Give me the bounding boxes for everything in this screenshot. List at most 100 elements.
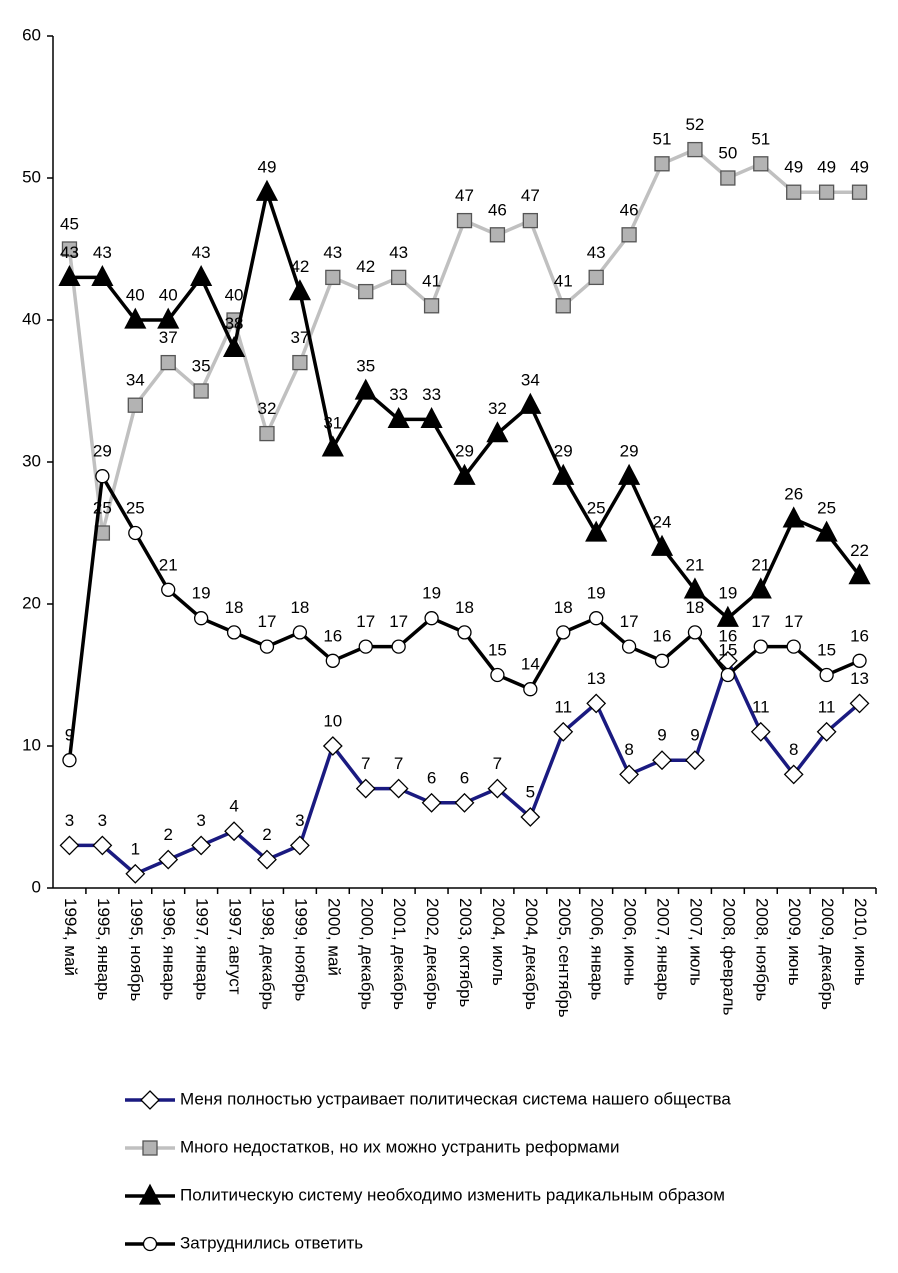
point [621, 227, 637, 243]
point [358, 283, 374, 300]
point [420, 407, 443, 429]
x-tick-label: 2008, февраль [719, 898, 738, 1016]
point [750, 721, 771, 742]
data-label: 19 [422, 584, 441, 603]
point [325, 269, 341, 286]
point [424, 611, 439, 626]
y-tick-label: 0 [32, 877, 41, 896]
point [487, 778, 508, 799]
data-label: 43 [323, 243, 342, 262]
point [490, 667, 505, 683]
data-label: 32 [488, 399, 507, 418]
legend-label: Много недостатков, но их можно устранить… [180, 1137, 619, 1156]
series-line [69, 185, 861, 621]
data-label: 51 [751, 129, 770, 148]
data-label: 47 [455, 186, 474, 205]
data-label: 15 [718, 640, 737, 659]
point [586, 693, 607, 714]
point [322, 736, 343, 756]
point [124, 307, 147, 329]
data-label: 41 [554, 271, 573, 290]
point [157, 307, 180, 329]
point [687, 625, 703, 640]
data-label: 34 [521, 371, 540, 390]
point [552, 463, 575, 485]
point [224, 821, 244, 842]
point [849, 693, 870, 714]
legend-label: Политическую систему необходимо изменить… [180, 1185, 725, 1204]
data-label: 18 [685, 598, 704, 617]
x-tick-label: 1996, январь [160, 898, 179, 1001]
point [720, 667, 736, 683]
point [851, 184, 868, 200]
data-label: 11 [554, 697, 572, 716]
point [588, 269, 604, 286]
point [193, 611, 209, 626]
legend-marker [142, 1140, 158, 1156]
data-label: 37 [159, 328, 178, 347]
point [654, 653, 670, 668]
point [453, 463, 476, 485]
data-label: 49 [784, 158, 803, 177]
data-label: 18 [225, 598, 244, 617]
point [222, 336, 246, 358]
data-label: 14 [521, 655, 540, 674]
data-label: 29 [554, 442, 573, 461]
data-label: 51 [653, 129, 672, 148]
data-label: 43 [587, 243, 606, 262]
point [457, 625, 472, 640]
data-label: 7 [394, 754, 403, 773]
point [619, 764, 640, 785]
x-tick-label: 2006, июнь [621, 898, 640, 986]
data-label: 24 [653, 513, 672, 532]
data-label: 17 [356, 612, 375, 631]
point [716, 605, 739, 627]
x-tick-label: 2009, декабрь [818, 898, 837, 1010]
data-label: 2 [163, 825, 172, 844]
point [259, 639, 275, 654]
data-label: 40 [126, 285, 145, 304]
point [720, 170, 736, 186]
data-label: 22 [850, 541, 869, 560]
data-label: 43 [93, 243, 112, 262]
point [62, 753, 77, 768]
data-label: 7 [361, 754, 370, 773]
point [421, 792, 442, 813]
data-label: 42 [290, 257, 309, 276]
point [58, 265, 81, 287]
point [193, 383, 209, 399]
point [190, 265, 213, 287]
x-tick-label: 2007, июль [686, 898, 705, 986]
point [387, 407, 410, 429]
x-tick-label: 2008, ноябрь [752, 898, 771, 1002]
data-label: 17 [620, 612, 639, 631]
x-tick-label: 2000, май [324, 898, 343, 976]
data-label: 16 [718, 626, 737, 645]
data-label: 8 [624, 740, 633, 759]
point [257, 849, 277, 870]
data-label: 3 [65, 811, 74, 830]
point [818, 184, 835, 200]
point [816, 721, 837, 742]
data-label: 37 [290, 328, 309, 347]
data-label: 7 [493, 754, 502, 773]
x-tick-label: 2002, декабрь [423, 898, 442, 1010]
data-label: 11 [818, 697, 836, 716]
data-label: 13 [587, 669, 606, 688]
data-label: 17 [389, 612, 408, 631]
data-label: 38 [225, 314, 244, 333]
point [618, 463, 641, 485]
y-tick-label: 40 [22, 309, 41, 328]
point [753, 639, 768, 654]
data-label: 45 [60, 214, 79, 233]
point [391, 639, 406, 654]
point [95, 469, 110, 484]
data-label: 49 [258, 158, 277, 177]
data-label: 43 [192, 243, 211, 262]
point [388, 778, 409, 799]
point [289, 835, 310, 856]
data-label: 1 [131, 839, 140, 858]
data-label: 17 [258, 612, 277, 631]
data-label: 3 [98, 811, 107, 830]
x-tick-label: 2004, декабрь [522, 898, 541, 1010]
